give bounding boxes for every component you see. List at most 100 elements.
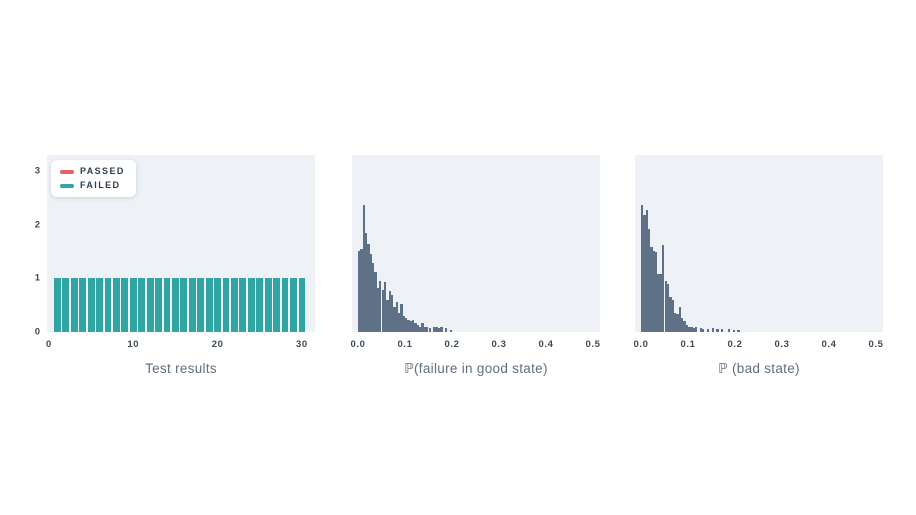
bar-failed (256, 278, 264, 332)
x-tick-label: 0.1 (397, 339, 413, 350)
bar-failed (247, 278, 255, 332)
histogram-bin (393, 307, 396, 332)
histogram-bin (737, 330, 740, 332)
histogram-bin (374, 271, 377, 332)
histogram-bin (692, 328, 696, 332)
histogram-bin (440, 326, 443, 332)
histogram-bin (365, 232, 368, 332)
bar-failed (281, 278, 289, 332)
histogram-bin (426, 326, 429, 332)
x-tick-label: 0.3 (491, 339, 507, 350)
bar-failed (197, 278, 205, 332)
bar-failed (104, 278, 112, 332)
histogram-bin (397, 312, 401, 332)
histogram-bin (688, 326, 691, 332)
y-tick-label: 0 (34, 326, 40, 338)
histogram-bin (669, 296, 672, 332)
axis-title-bad-state: ℙ (bad state) (718, 361, 800, 376)
histogram-bin (666, 284, 670, 332)
histogram-bin (673, 312, 677, 332)
histogram-bin (449, 330, 452, 332)
bar-failed (273, 278, 280, 332)
histogram-bin (419, 326, 422, 332)
legend-entry-passed: PASSED (60, 167, 125, 176)
legend-label-passed: PASSED (80, 166, 125, 176)
histogram-bin (690, 326, 693, 332)
bar-failed (155, 278, 162, 332)
histogram-bin (379, 280, 382, 332)
histogram-bin (402, 316, 405, 332)
bar-failed (121, 278, 129, 332)
histogram-bin (362, 204, 366, 332)
bar-failed (205, 278, 213, 332)
bar-failed (290, 278, 297, 332)
x-tick-label: 0.0 (633, 339, 649, 350)
histogram-bin (641, 204, 644, 332)
histogram-bin (437, 328, 441, 332)
axis-title-failure-good-state: ℙ(failure in good state) (404, 361, 548, 376)
histogram-bin (678, 307, 681, 332)
histogram-bin (405, 317, 408, 332)
bar-failed (113, 278, 120, 332)
x-tick-label: 10 (127, 339, 140, 350)
bar-failed (138, 278, 146, 332)
bar-failed (214, 278, 221, 332)
x-tick-label: 0.1 (680, 339, 696, 350)
histogram-bin (400, 303, 403, 332)
x-tick-label: 0.5 (585, 339, 601, 350)
bar-failed (146, 278, 154, 332)
bar-failed (129, 278, 137, 332)
x-tick-label: 0.5 (868, 339, 884, 350)
histogram-bin (381, 289, 384, 332)
histogram-bin (664, 280, 667, 332)
x-tick-label: 30 (296, 339, 308, 350)
histogram-bin (657, 273, 660, 332)
histogram-bin (702, 329, 705, 332)
legend-swatch-failed-icon (60, 183, 74, 188)
histogram-bin (423, 326, 427, 332)
histogram-bin (662, 245, 665, 332)
plot-area-bad-state (635, 155, 883, 332)
bar-failed (264, 278, 272, 332)
histogram-bin (676, 314, 679, 332)
bar-failed (79, 278, 87, 332)
histogram-bin (435, 326, 438, 332)
y-tick-label: 3 (34, 165, 40, 177)
histogram-bin (683, 321, 686, 332)
histogram-bin (727, 329, 731, 332)
histogram-bin (720, 329, 724, 332)
histogram-bin (433, 326, 436, 332)
bar-failed (70, 278, 78, 332)
histogram-bin (671, 300, 674, 332)
bar-failed (87, 278, 95, 332)
histogram-bin (409, 321, 413, 332)
y-tick-label: 1 (34, 272, 40, 284)
bar-failed (239, 278, 247, 332)
histogram-bin (652, 250, 656, 332)
histogram-bin (643, 215, 646, 332)
histogram-bin (358, 250, 361, 332)
histogram-bin (706, 329, 710, 332)
histogram-bin (386, 300, 389, 332)
histogram-bin (659, 273, 663, 332)
x-tick-label: 0 (46, 339, 52, 350)
histogram-bin (388, 291, 391, 332)
histogram-bin (407, 319, 410, 332)
bar-failed (298, 278, 306, 332)
histogram-bin (376, 287, 380, 332)
x-tick-label: 0.4 (821, 339, 837, 350)
bar-failed (188, 278, 196, 332)
histogram-bin (655, 252, 658, 332)
legend-label-failed: FAILED (80, 180, 121, 190)
legend-swatch-passed-icon (60, 169, 74, 174)
x-tick-label: 20 (211, 339, 224, 350)
x-tick-label: 0.0 (350, 339, 366, 350)
legend-entry-failed: FAILED (60, 181, 125, 190)
plot-area-failure-in-good-state (352, 155, 600, 332)
plot-area-test-results: PASSED FAILED (47, 155, 315, 332)
axis-title-test-results: Test results (145, 361, 217, 376)
histogram-bin (699, 328, 703, 332)
bar-failed (180, 278, 188, 332)
histogram-bin (645, 209, 649, 332)
